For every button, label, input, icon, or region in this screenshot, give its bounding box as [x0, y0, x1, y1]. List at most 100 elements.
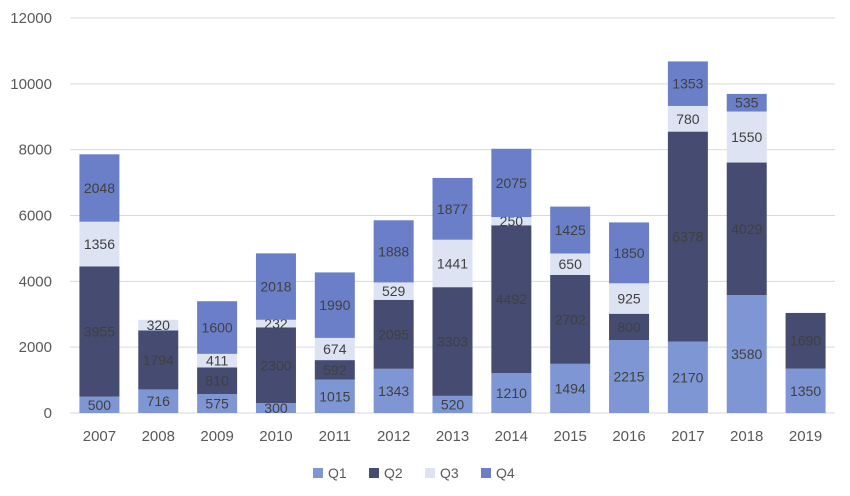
bar-q3 [667, 105, 708, 132]
bar-q4 [197, 301, 238, 354]
bar-q4 [550, 206, 591, 254]
x-tick-label: 2009 [200, 428, 233, 445]
bar-q3 [550, 253, 591, 275]
data-label: 2048 [84, 180, 115, 196]
bar-q3 [79, 221, 120, 267]
data-label: 6378 [672, 229, 703, 245]
bar-q2 [667, 131, 708, 342]
y-tick-label: 8000 [19, 142, 52, 159]
legend-label: Q4 [496, 465, 515, 481]
bar-q3 [491, 217, 532, 226]
y-tick-label: 12000 [10, 10, 52, 27]
data-label: 1794 [143, 352, 174, 368]
bar-q4 [726, 93, 767, 112]
legend-swatch [481, 468, 491, 478]
bar-q2 [550, 274, 591, 364]
data-label: 2170 [672, 369, 703, 385]
data-label: 800 [617, 319, 641, 335]
x-tick-label: 2016 [612, 428, 645, 445]
y-tick-label: 0 [44, 405, 52, 422]
bar-q1 [726, 295, 767, 413]
data-label: 250 [500, 213, 524, 229]
data-label: 4492 [496, 291, 527, 307]
bar-q3 [609, 283, 650, 314]
bar-q2 [726, 162, 767, 296]
legend-swatch [425, 468, 435, 478]
bar-q2 [255, 327, 296, 404]
data-label: 2018 [260, 279, 291, 295]
x-tick-label: 2010 [259, 428, 292, 445]
data-label: 1350 [790, 383, 821, 399]
legend-swatch [369, 468, 379, 478]
data-label: 674 [323, 341, 347, 357]
data-label: 1353 [672, 76, 703, 92]
bar-q4 [255, 253, 296, 320]
data-label: 1425 [555, 222, 586, 238]
data-label: 1015 [319, 388, 350, 404]
y-tick-label: 2000 [19, 339, 52, 356]
data-label: 780 [676, 111, 700, 127]
data-label: 411 [206, 353, 229, 369]
data-label: 1210 [496, 385, 527, 401]
data-label: 2095 [378, 326, 409, 342]
data-label: 650 [559, 256, 583, 272]
data-label: 535 [735, 95, 759, 111]
data-label: 529 [382, 283, 406, 299]
bar-q3 [197, 353, 238, 368]
bar-q4 [491, 148, 532, 218]
y-tick-label: 4000 [19, 273, 52, 290]
x-tick-label: 2007 [83, 428, 116, 445]
bar-q4 [432, 177, 473, 240]
data-label: 1990 [319, 297, 350, 313]
bar-q2 [432, 287, 473, 396]
bar-q4 [373, 220, 414, 283]
data-label: 1850 [613, 245, 644, 261]
data-label: 1356 [84, 236, 115, 252]
bar-q2 [197, 367, 238, 395]
x-tick-label: 2011 [319, 428, 351, 445]
bar-q1 [79, 396, 120, 413]
data-label: 300 [264, 400, 288, 416]
bar-q1 [314, 379, 355, 413]
bar-q3 [255, 319, 296, 328]
bar-q2 [138, 330, 179, 390]
data-label: 320 [147, 317, 171, 333]
data-label: 1494 [555, 380, 586, 396]
bar-q2 [373, 299, 414, 369]
data-label: 520 [441, 396, 465, 412]
data-label: 1690 [790, 333, 821, 349]
legend-label: Q3 [440, 465, 459, 481]
data-label: 1343 [378, 383, 409, 399]
bar-q4 [79, 154, 120, 222]
data-label: 592 [323, 362, 347, 378]
bar-q4 [609, 222, 650, 284]
data-label: 2215 [613, 369, 644, 385]
bar-q2 [785, 312, 826, 369]
bar-q1 [138, 389, 179, 413]
bar-q3 [726, 111, 767, 163]
bar-q3 [373, 282, 414, 300]
x-tick-label: 2008 [142, 428, 175, 445]
x-tick-label: 2013 [436, 428, 469, 445]
bar-q2 [314, 360, 355, 380]
data-label: 3580 [731, 346, 762, 362]
data-label: 575 [205, 396, 229, 412]
bar-q1 [255, 403, 296, 413]
x-tick-label: 2014 [495, 428, 528, 445]
bar-q2 [609, 313, 650, 341]
bar-q3 [138, 319, 179, 331]
data-label: 3955 [84, 323, 115, 339]
bar-q2 [491, 225, 532, 374]
bar-q2 [79, 266, 120, 397]
x-tick-label: 2012 [377, 428, 410, 445]
bar-q1 [609, 340, 650, 413]
legend-label: Q2 [384, 465, 403, 481]
data-label: 500 [88, 397, 112, 413]
legend-label: Q1 [328, 465, 347, 481]
data-label: 1550 [731, 129, 762, 145]
data-label: 2702 [555, 311, 586, 327]
data-label: 2300 [260, 357, 291, 373]
data-label: 1888 [378, 243, 409, 259]
data-label: 2075 [496, 175, 527, 191]
data-label: 1441 [437, 255, 468, 271]
